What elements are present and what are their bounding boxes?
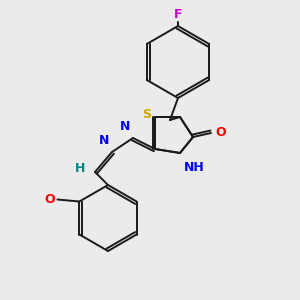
Text: S: S	[142, 109, 151, 122]
Text: O: O	[45, 193, 56, 206]
Text: F: F	[174, 8, 182, 21]
Text: N: N	[99, 134, 109, 147]
Text: NH: NH	[184, 161, 205, 174]
Text: N: N	[120, 120, 130, 133]
Text: H: H	[75, 161, 85, 175]
Text: O: O	[215, 127, 226, 140]
